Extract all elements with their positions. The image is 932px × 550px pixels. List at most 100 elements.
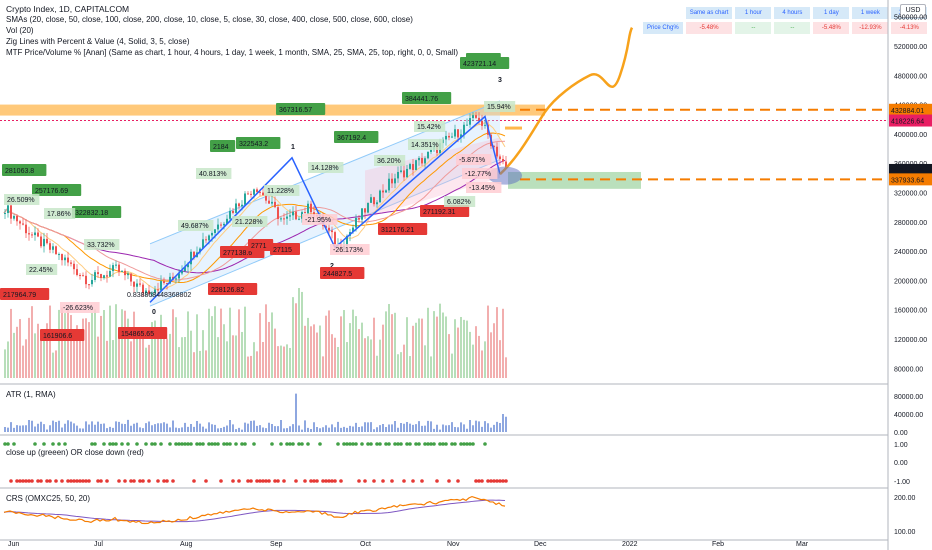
volume-bar	[220, 308, 222, 378]
sma-indicator-label[interactable]: SMAs (20, close, 50, close, 100, close, …	[6, 15, 413, 24]
candle-body	[388, 178, 390, 191]
symbol-title[interactable]: Crypto Index, 1D, CAPITALCOM	[6, 4, 130, 14]
close-signal-dot	[264, 479, 268, 483]
volume-bar	[142, 327, 144, 378]
percent-label: 33.732%	[87, 242, 115, 249]
close-signal-dot	[270, 442, 274, 446]
mtf-indicator-label[interactable]: MTF Price/Volume % [Anan] (Same as chart…	[6, 48, 459, 57]
price-axis-tick: 480000.00	[894, 73, 927, 80]
currency-button[interactable]: USD	[900, 4, 926, 18]
candle-body	[217, 224, 219, 230]
volume-bar	[424, 345, 426, 378]
candle-body	[412, 164, 414, 170]
candle-body	[502, 158, 504, 162]
close-signal-dot	[57, 442, 61, 446]
value-label-green-bg	[72, 206, 122, 218]
volume-bar	[217, 337, 219, 378]
volume-bar	[265, 304, 267, 378]
volume-bar	[412, 325, 414, 378]
candle-body	[193, 251, 195, 258]
close-signal-dot	[135, 442, 139, 446]
close-signal-dot	[321, 479, 325, 483]
close-signal-dot	[216, 442, 220, 446]
candle-body	[49, 243, 51, 250]
close-signal-dot	[378, 442, 382, 446]
close-signal-dot	[69, 479, 73, 483]
volume-bar	[427, 307, 429, 378]
volume-bar	[460, 316, 462, 378]
percent-label-bg	[308, 162, 344, 173]
value-label-red: 228126.82	[211, 287, 244, 294]
close-signal-dot	[294, 479, 298, 483]
value-label-red: 161906.6	[43, 333, 72, 340]
close-signal-dot	[438, 442, 442, 446]
value-label-red: 312176.21	[381, 227, 414, 234]
volume-bar	[337, 347, 339, 378]
mtf-value: -4.13%	[891, 22, 928, 34]
close-signal-dot	[246, 479, 250, 483]
candle-body	[154, 289, 156, 293]
close-signal-pane-label[interactable]: close up (greeen) OR close down (red)	[6, 448, 144, 457]
volume-bar	[325, 315, 327, 378]
candle-body	[19, 221, 21, 224]
volume-bar	[67, 307, 69, 378]
close-signal-dot	[21, 479, 25, 483]
price-marker-bg	[889, 103, 932, 116]
close-signal-dot	[261, 479, 265, 483]
x-axis-tick: Nov	[447, 541, 460, 548]
close-signal-dot	[495, 479, 499, 483]
volume-bar	[376, 355, 378, 378]
value-label-green: 257176.69	[35, 188, 68, 195]
price-axis-tick: 120000.00	[894, 337, 927, 344]
close-signal-dot	[279, 442, 283, 446]
projection-path	[499, 27, 634, 176]
volume-bar	[358, 329, 360, 378]
crs-pane-label[interactable]: CRS (OMXC25, 50, 20)	[6, 494, 91, 503]
percent-label: -21.95%	[305, 217, 331, 224]
volume-bar	[223, 324, 225, 378]
value-label-red: 217964.79	[3, 292, 36, 299]
volume-bar	[58, 309, 60, 378]
candle-body	[256, 189, 258, 192]
close-signal-dot	[369, 442, 373, 446]
volume-indicator-label[interactable]: Vol (20)	[6, 26, 34, 35]
close-signal-dot	[240, 442, 244, 446]
candle-body	[67, 257, 69, 263]
close-signal-dot	[141, 479, 145, 483]
volume-bar	[199, 350, 201, 378]
volume-bar	[292, 297, 294, 378]
close-signal-dot	[381, 479, 385, 483]
candle-body	[112, 265, 114, 272]
zigzag-indicator-label[interactable]: Zig Lines with Percent & Value (4, Solid…	[6, 37, 190, 46]
volume-bar	[403, 344, 405, 378]
atr-axis-tick: 80000.00	[894, 394, 923, 401]
close-signal-dot	[402, 479, 406, 483]
volume-bar	[463, 319, 465, 378]
candle-body	[226, 218, 228, 224]
price-marker-label: 337933.64	[891, 177, 924, 184]
volume-bar	[202, 330, 204, 378]
candle-body	[415, 160, 417, 170]
channel-lower	[149, 159, 501, 307]
value-label-red-bg	[320, 267, 365, 279]
candle-body	[253, 189, 255, 195]
volume-bar	[382, 324, 384, 378]
close-signal-dot	[210, 442, 214, 446]
volume-bar	[295, 303, 297, 378]
volume-bar	[85, 318, 87, 378]
candle-body	[355, 217, 357, 228]
candle-body	[115, 264, 117, 266]
signal-axis-tick: 0.00	[894, 460, 908, 467]
close-signal-dot	[165, 479, 169, 483]
close-signal-dot	[345, 442, 349, 446]
volume-bar	[169, 333, 171, 378]
close-signal-dot	[36, 479, 40, 483]
volume-bar	[13, 332, 15, 378]
volume-bar	[187, 311, 189, 378]
volume-bar	[118, 327, 120, 378]
percent-label: -12.77%	[465, 171, 491, 178]
volume-bar	[19, 319, 21, 378]
volume-bar	[268, 321, 270, 378]
atr-pane-label[interactable]: ATR (1, RMA)	[6, 390, 56, 399]
